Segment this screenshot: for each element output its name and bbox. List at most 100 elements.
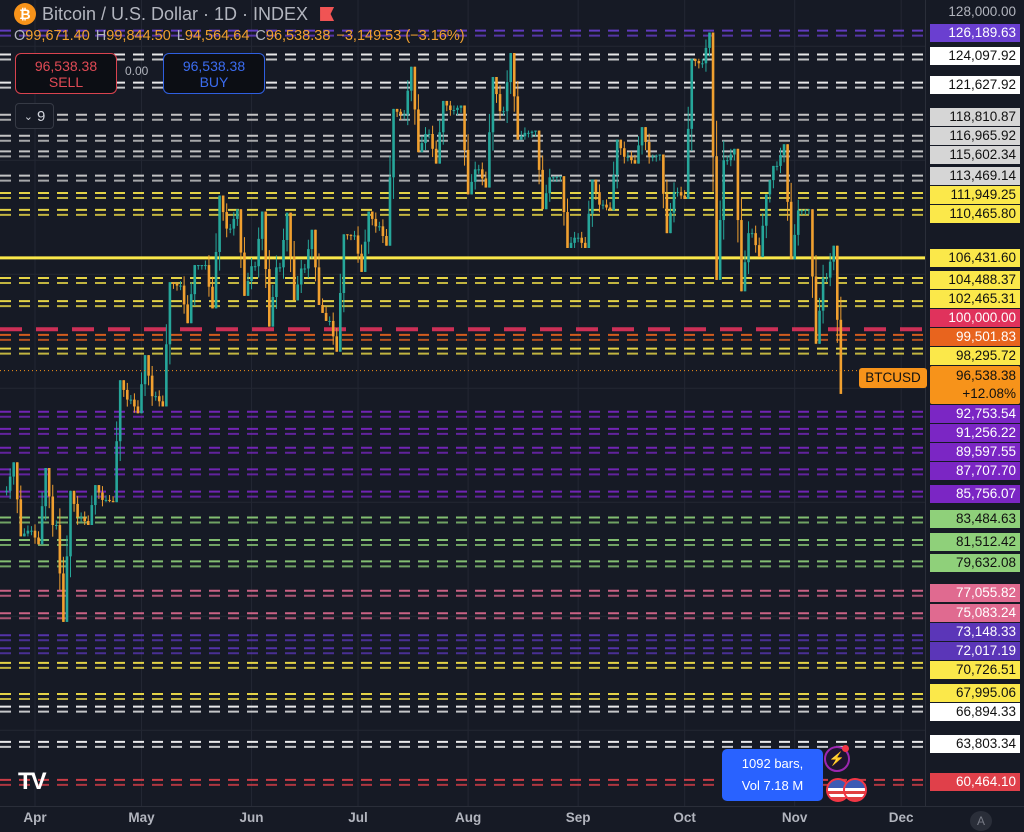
candle-body — [576, 237, 580, 239]
bars-count: 1092 bars, — [741, 756, 804, 771]
candle-body — [591, 179, 594, 214]
level-price-label: 116,965.92 — [930, 127, 1020, 146]
time-axis[interactable] — [0, 806, 1024, 832]
level-price-label: 121,627.92 — [930, 75, 1020, 94]
candle-body — [658, 154, 662, 156]
candle-body — [193, 265, 197, 295]
level-price-label: 75,083.24 — [930, 604, 1020, 623]
candle-body — [168, 282, 172, 345]
level-price-label: 115,602.34 — [930, 146, 1020, 165]
candle-body — [236, 209, 239, 219]
us-flag-event-icon[interactable] — [843, 778, 867, 802]
flag-icon[interactable] — [320, 7, 335, 21]
level-price-label: 92,753.54 — [930, 405, 1020, 424]
candle-body — [697, 61, 701, 64]
candle-body — [37, 537, 40, 545]
candle-body — [200, 265, 204, 267]
candle-body — [406, 90, 410, 115]
candle-body — [58, 525, 62, 574]
candle-body — [126, 389, 129, 400]
candle-body — [221, 195, 225, 213]
high-value: 99,844.50 — [106, 28, 171, 44]
candle-body — [30, 530, 33, 532]
sell-button[interactable]: 96,538.38 SELL — [15, 53, 117, 94]
candle-body — [701, 63, 704, 65]
candle-body — [626, 156, 630, 158]
candle-body — [772, 165, 775, 181]
candle-body — [662, 154, 665, 194]
candle-body — [445, 100, 449, 106]
candle-body — [814, 276, 818, 344]
candle-body — [488, 132, 491, 188]
candle-body — [498, 94, 502, 112]
candle-body — [768, 180, 772, 195]
candle-body — [757, 245, 761, 258]
candle-body — [679, 192, 683, 196]
candle-body — [147, 355, 150, 376]
bitcoin-icon: ₿ — [14, 3, 36, 25]
candle-body — [5, 490, 8, 492]
level-price-label: 83,484.63 — [930, 510, 1020, 529]
candle-body — [19, 499, 23, 537]
candle-body — [143, 355, 147, 385]
candle-body — [594, 179, 598, 193]
candle-body — [136, 406, 140, 414]
current-price-label: 96,538.38 +12.08% — [930, 366, 1020, 405]
candle-body — [608, 207, 612, 211]
candle-body — [385, 236, 388, 246]
tradingview-logo[interactable]: TV — [18, 768, 47, 795]
candle-body — [601, 204, 605, 206]
candle-body — [296, 284, 299, 301]
candle-body — [527, 132, 530, 134]
candle-body — [150, 375, 154, 397]
candle-body — [65, 556, 69, 622]
candle-body — [654, 155, 658, 157]
candle-body — [264, 211, 268, 270]
candle-body — [821, 277, 825, 311]
time-tick: May — [128, 810, 155, 825]
symbol-header[interactable]: ₿ Bitcoin / U.S. Dollar · 1D · INDEX — [14, 3, 335, 25]
level-price-label: 66,894.33 — [930, 702, 1020, 721]
candle-body — [115, 441, 118, 503]
candle-body — [704, 47, 708, 64]
level-price-label: 124,097.92 — [930, 47, 1020, 66]
candle-body — [736, 148, 740, 221]
candle-body — [172, 282, 175, 284]
candle-body — [683, 195, 686, 199]
candle-body — [374, 218, 378, 227]
indicators-collapse-button[interactable]: ⌄ 9 — [15, 103, 54, 129]
candle-body — [548, 177, 552, 194]
notification-dot-icon — [842, 745, 849, 752]
candle-body — [836, 245, 839, 320]
candle-body — [356, 235, 360, 254]
time-tick: Nov — [781, 810, 808, 825]
candle-body — [381, 226, 385, 237]
candle-body — [562, 176, 566, 213]
candle-body — [676, 192, 679, 194]
level-price-label: 99,501.83 — [930, 328, 1020, 347]
price-chart[interactable] — [0, 0, 925, 806]
candle-body — [140, 384, 143, 414]
candle-body — [182, 285, 186, 305]
level-price-label: 79,632.08 — [930, 554, 1020, 573]
close-value: 96,538.38 — [265, 28, 331, 44]
candle-body — [33, 530, 37, 538]
candle-body — [640, 127, 644, 146]
candle-body — [413, 66, 417, 110]
candle-body — [243, 252, 246, 296]
candle-body — [15, 462, 19, 500]
candle-body — [186, 304, 189, 324]
candle-body — [825, 277, 828, 279]
candle-body — [79, 517, 83, 519]
level-price-label: 126,189.63 — [930, 23, 1020, 42]
candle-body — [278, 267, 282, 269]
spread: 0.00 — [125, 64, 149, 78]
auto-scale-button[interactable]: A — [970, 811, 992, 831]
current-price: 96,538.38 — [955, 368, 1016, 384]
candle-body — [427, 133, 431, 135]
buy-button[interactable]: 96,538.38 BUY — [163, 53, 265, 94]
candle-body — [530, 131, 534, 133]
candle-body — [456, 107, 459, 111]
candle-body — [289, 212, 292, 257]
level-price-label: 118,810.87 — [930, 107, 1020, 126]
